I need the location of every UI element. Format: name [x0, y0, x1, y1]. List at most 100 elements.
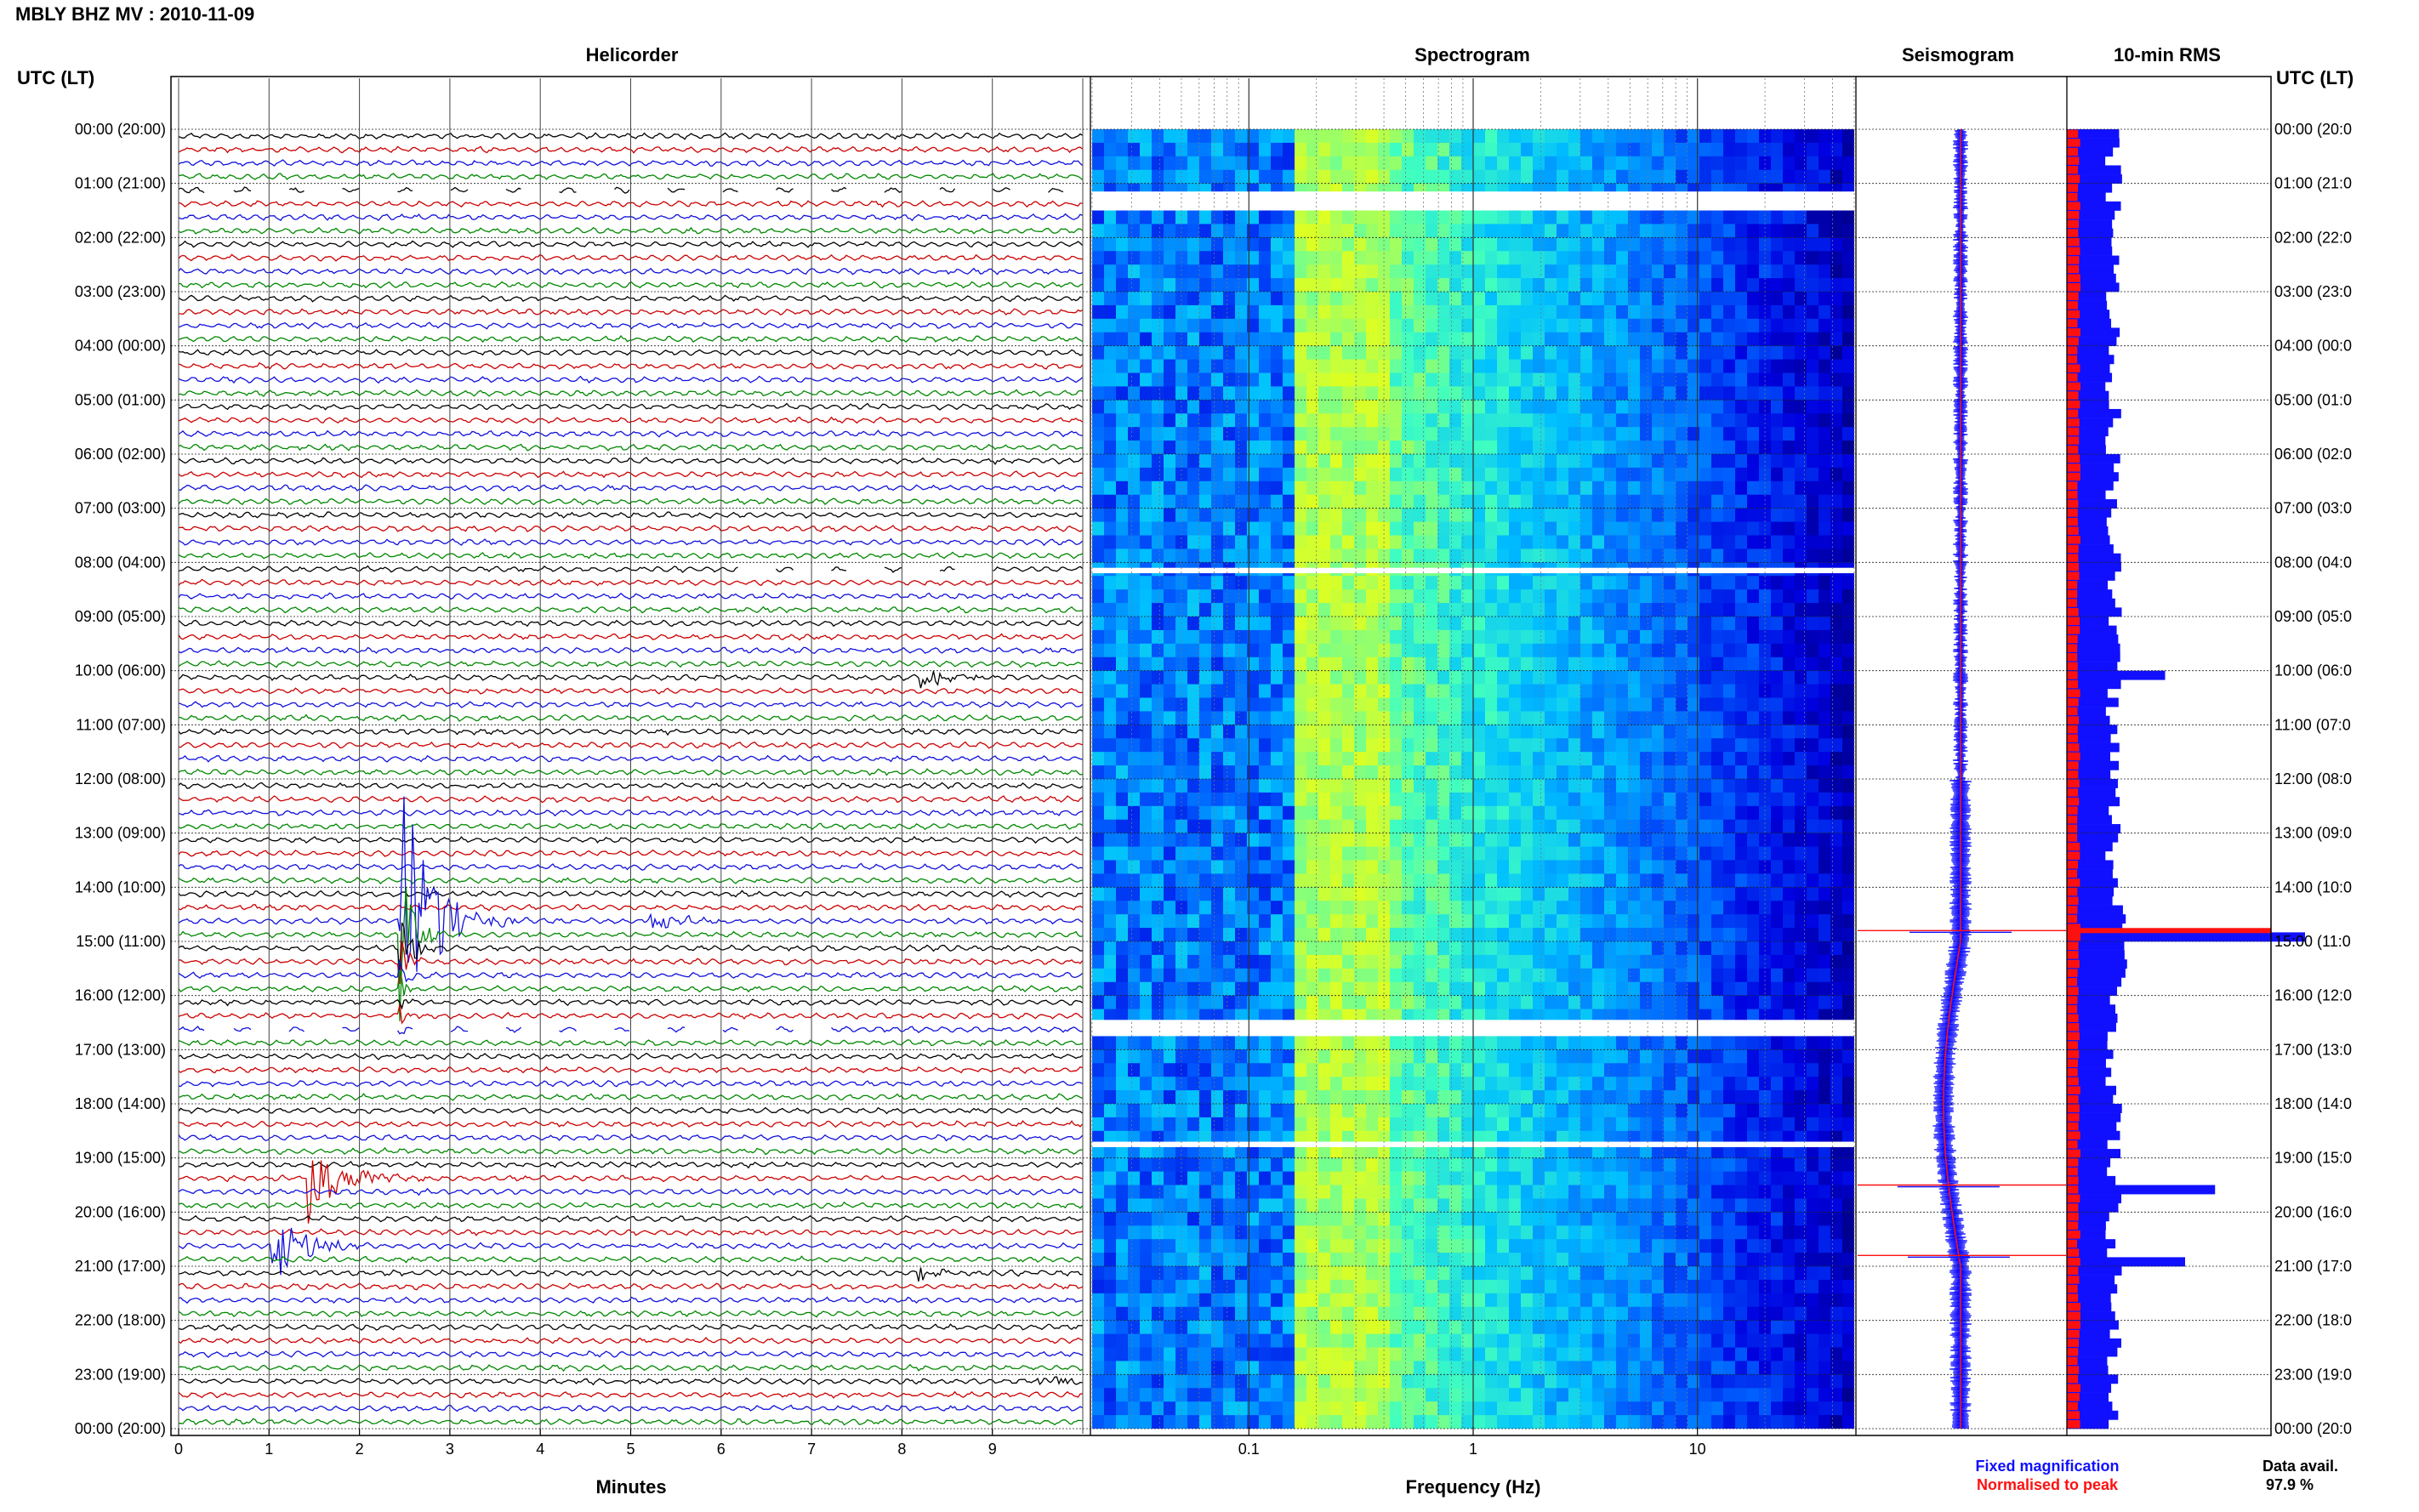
spectrogram-cell [1295, 494, 1307, 509]
spectrogram-cell [1699, 779, 1712, 793]
spectrogram-cell [1116, 657, 1129, 672]
spectrogram-cell [1211, 224, 1224, 238]
spectrogram-cell [1175, 427, 1188, 441]
spectrogram-cell [1807, 779, 1819, 793]
spectrogram-cell [1342, 304, 1355, 320]
spectrogram-cell [1152, 467, 1164, 482]
spectrogram-cell [1580, 603, 1593, 617]
spectrogram-cell [1354, 887, 1367, 901]
spectrogram-cell [1711, 846, 1724, 861]
spectrogram-cell [1771, 981, 1784, 997]
spectrogram-cell [1771, 372, 1784, 387]
spectrogram-cell [1271, 954, 1283, 969]
spectrogram-cell [1140, 1009, 1153, 1023]
spectrogram-cell [1402, 968, 1414, 983]
spectrogram-cell [1092, 901, 1105, 915]
spectrogram-cell [1199, 603, 1212, 617]
spectrogram-cell [1283, 643, 1295, 658]
spectrogram-cell [1402, 792, 1414, 807]
spectrogram-cell [1616, 210, 1629, 225]
spectrogram-cell [1664, 1090, 1676, 1105]
spectrogram-cell [1711, 237, 1724, 252]
spectrogram-cell [1640, 670, 1653, 685]
spectrogram-cell [1366, 494, 1379, 509]
spectrogram-cell [1247, 589, 1260, 604]
spectrogram-cell [1842, 995, 1854, 1010]
spectrogram-cell [1819, 711, 1831, 725]
spectrogram-cell [1652, 860, 1665, 874]
spectrogram-cell [1092, 684, 1105, 698]
spectrogram-cell [1807, 210, 1819, 225]
spectrogram-cell [1521, 589, 1534, 604]
spectrogram-cell [1640, 169, 1653, 185]
spectrogram-cell [1688, 251, 1700, 265]
spectrogram-cell [1819, 1077, 1831, 1091]
spectrogram-cell [1521, 237, 1534, 252]
spectrogram-cell [1747, 1077, 1760, 1091]
spectrogram-cell [1152, 278, 1164, 293]
spectrogram-cell [1568, 480, 1581, 496]
spectrogram-cell [1771, 629, 1784, 645]
spectrogram-cell [1128, 210, 1141, 225]
spectrogram-cell [1580, 941, 1593, 956]
spectrogram-cell [1342, 576, 1355, 590]
spectrogram-cell [1485, 670, 1498, 685]
spectrogram-cell [1152, 941, 1164, 956]
spectrogram-cell [1306, 508, 1319, 523]
spectrogram-cell [1092, 359, 1105, 373]
spectrogram-cell [1306, 169, 1319, 185]
spectrogram-cell [1664, 576, 1676, 590]
spectrogram-cell [1485, 928, 1498, 942]
spectrogram-cell [1735, 1090, 1748, 1105]
spectrogram-cell [1509, 413, 1522, 428]
spectrogram-cell [1676, 318, 1688, 333]
spectrogram-cell [1688, 1036, 1700, 1050]
spectrogram-cell [1449, 846, 1462, 861]
spectrogram-cell [1807, 1049, 1819, 1064]
spectrogram-cell [1414, 887, 1426, 901]
spectrogram-cell [1306, 873, 1319, 888]
spectrogram-cell [1497, 372, 1510, 387]
spectrogram-cell [1568, 441, 1581, 455]
spectrogram-cell [1616, 1117, 1629, 1132]
spectrogram-cell [1640, 467, 1653, 482]
spectrogram-cell [1354, 1104, 1367, 1118]
spectrogram-cell [1473, 386, 1486, 401]
spectrogram-cell [1449, 508, 1462, 523]
spectrogram-cell [1318, 332, 1331, 347]
spectrogram-cell [1223, 345, 1236, 361]
spectrogram-cell [1747, 954, 1760, 969]
spectrogram-cell [1819, 1117, 1831, 1132]
spectrogram-cell [1366, 711, 1379, 725]
spectrogram-cell [1485, 467, 1498, 482]
spectrogram-cell [1545, 400, 1557, 414]
spectrogram-cell [1461, 657, 1474, 672]
spectrogram-cell [1485, 142, 1498, 157]
spectrogram-cell [1735, 887, 1748, 901]
spectrogram-cell [1497, 1104, 1510, 1118]
spectrogram-cell [1318, 629, 1331, 645]
spectrogram-cell [1676, 1117, 1688, 1132]
spectrogram-cell [1795, 819, 1807, 834]
spectrogram-cell [1807, 129, 1819, 144]
spectrogram-cell [1723, 697, 1736, 712]
spectrogram-cell [1616, 833, 1629, 848]
spectrogram-cell [1735, 779, 1748, 793]
spectrogram-cell [1759, 887, 1772, 901]
spectrogram-cell [1771, 1009, 1784, 1023]
spectrogram-cell [1271, 941, 1283, 956]
spectrogram-cell [1437, 901, 1450, 915]
spectrogram-cell [1378, 779, 1391, 793]
spectrogram-cell [1533, 508, 1545, 523]
spectrogram-cell [1497, 480, 1510, 496]
spectrogram-cell [1557, 1130, 1569, 1145]
spectrogram-cell [1521, 1077, 1534, 1091]
spectrogram-cell [1223, 400, 1236, 414]
spectrogram-cell [1830, 549, 1843, 563]
spectrogram-cell [1723, 142, 1736, 157]
spectrogram-cell [1140, 386, 1153, 401]
spectrogram-cell [1295, 684, 1307, 698]
spectrogram-cell [1676, 1049, 1688, 1064]
spectrogram-cell [1819, 400, 1831, 414]
spectrogram-cell [1318, 521, 1331, 536]
